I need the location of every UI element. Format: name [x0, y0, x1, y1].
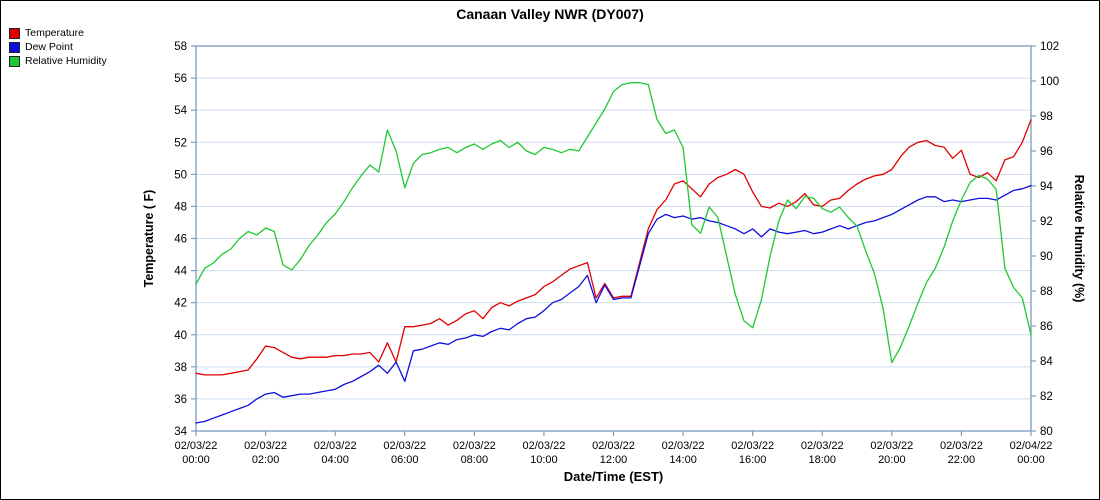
- left-tick-label: 40: [174, 330, 187, 342]
- x-tick-date-label: 02/04/22: [1010, 440, 1053, 452]
- left-tick-label: 58: [174, 41, 187, 53]
- dew-point-swatch-icon: [9, 42, 20, 53]
- x-tick-date-label: 02/03/22: [870, 440, 913, 452]
- x-tick-time-label: 16:00: [739, 454, 767, 466]
- right-tick-label: 92: [1040, 216, 1053, 228]
- right-tick-label: 96: [1040, 146, 1053, 158]
- right-tick-label: 80: [1040, 426, 1053, 438]
- left-tick-label: 52: [174, 137, 187, 149]
- legend-item-temperature: Temperature: [9, 28, 107, 39]
- right-tick-label: 88: [1040, 286, 1053, 298]
- left-tick-label: 36: [174, 394, 187, 406]
- x-tick-time-label: 20:00: [878, 454, 906, 466]
- legend-label-temperature: Temperature: [25, 27, 84, 39]
- right-tick-label: 94: [1040, 181, 1053, 193]
- x-tick-date-label: 02/03/22: [453, 440, 496, 452]
- x-tick-date-label: 02/03/22: [940, 440, 983, 452]
- legend-item-relative-humidity: Relative Humidity: [9, 56, 107, 67]
- temperature-swatch-icon: [9, 28, 20, 39]
- x-tick-time-label: 22:00: [948, 454, 976, 466]
- legend-item-dew-point: Dew Point: [9, 42, 107, 53]
- x-tick-date-label: 02/03/22: [383, 440, 426, 452]
- x-tick-time-label: 18:00: [808, 454, 836, 466]
- right-tick-label: 90: [1040, 251, 1053, 263]
- right-tick-label: 102: [1040, 41, 1059, 53]
- x-tick-time-label: 12:00: [600, 454, 628, 466]
- legend-label-relative-humidity: Relative Humidity: [25, 55, 107, 67]
- x-tick-time-label: 10:00: [530, 454, 558, 466]
- left-tick-label: 34: [174, 426, 187, 438]
- x-tick-date-label: 02/03/22: [801, 440, 844, 452]
- x-tick-date-label: 02/03/22: [662, 440, 705, 452]
- x-tick-time-label: 02:00: [252, 454, 280, 466]
- legend-label-dew-point: Dew Point: [25, 41, 73, 53]
- x-tick-time-label: 08:00: [461, 454, 489, 466]
- right-tick-label: 100: [1040, 76, 1059, 88]
- right-tick-label: 84: [1040, 356, 1053, 368]
- x-tick-time-label: 14:00: [669, 454, 697, 466]
- right-tick-label: 86: [1040, 321, 1053, 333]
- x-tick-time-label: 00:00: [182, 454, 210, 466]
- left-tick-label: 42: [174, 298, 187, 310]
- x-tick-date-label: 02/03/22: [592, 440, 635, 452]
- y-axis-left-title: Temperature ( F): [142, 190, 156, 288]
- relative-humidity-swatch-icon: [9, 56, 20, 67]
- left-tick-label: 56: [174, 73, 187, 85]
- x-tick-time-label: 00:00: [1017, 454, 1045, 466]
- x-tick-date-label: 02/03/22: [175, 440, 218, 452]
- left-tick-label: 50: [174, 169, 187, 181]
- x-tick-date-label: 02/03/22: [244, 440, 287, 452]
- left-tick-label: 46: [174, 234, 187, 246]
- left-tick-label: 44: [174, 266, 187, 278]
- x-axis-title: Date/Time (EST): [564, 469, 663, 484]
- x-tick-time-label: 06:00: [391, 454, 419, 466]
- chart-legend: Temperature Dew Point Relative Humidity: [9, 28, 107, 70]
- relative-humidity-line: [195, 82, 1032, 364]
- chart-title: Canaan Valley NWR (DY007): [456, 6, 644, 22]
- left-tick-label: 54: [174, 105, 187, 117]
- x-tick-time-label: 04:00: [321, 454, 349, 466]
- right-tick-label: 82: [1040, 391, 1053, 403]
- left-tick-label: 48: [174, 201, 187, 213]
- left-tick-label: 38: [174, 362, 187, 374]
- x-tick-date-label: 02/03/22: [731, 440, 774, 452]
- dew-point-line: [195, 184, 1032, 424]
- temperature-line: [195, 119, 1032, 376]
- x-tick-date-label: 02/03/22: [314, 440, 357, 452]
- right-tick-label: 98: [1040, 111, 1053, 123]
- x-tick-date-label: 02/03/22: [523, 440, 566, 452]
- y-axis-right-title: Relative Humidity (%): [1072, 175, 1086, 303]
